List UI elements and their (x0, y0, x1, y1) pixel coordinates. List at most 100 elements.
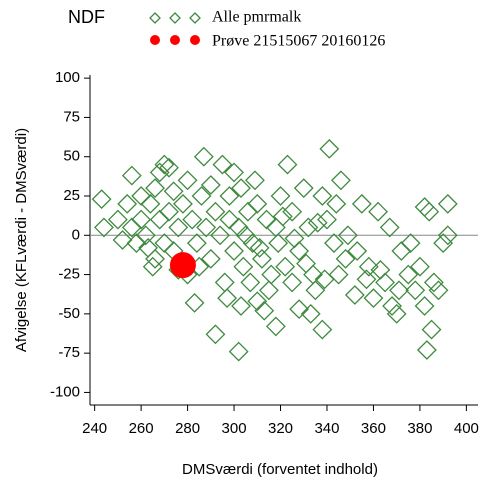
point (214, 272, 235, 293)
point (135, 225, 156, 246)
point (131, 209, 152, 230)
point (300, 303, 321, 324)
point (275, 256, 296, 277)
point (312, 186, 333, 206)
point (235, 225, 256, 246)
point (344, 285, 365, 305)
point (312, 319, 333, 340)
point (233, 256, 254, 277)
point (159, 201, 179, 222)
chart-title: NDF (68, 7, 105, 27)
point (296, 253, 316, 274)
y-tick-label: -50 (58, 305, 80, 322)
point (224, 241, 244, 261)
point (245, 170, 265, 191)
point (173, 193, 193, 214)
point (375, 272, 395, 293)
point (228, 341, 249, 362)
point (356, 269, 377, 290)
legend-symbol (170, 35, 180, 45)
point (379, 217, 400, 238)
point (305, 280, 326, 301)
point (252, 248, 272, 269)
point (284, 228, 305, 249)
point (307, 212, 328, 233)
point (268, 233, 289, 254)
point (91, 189, 112, 210)
point (249, 237, 270, 258)
point (293, 178, 314, 199)
point (391, 241, 412, 261)
point (386, 303, 407, 324)
point (140, 193, 161, 214)
point (317, 209, 337, 230)
point (149, 209, 170, 230)
point (282, 272, 303, 293)
x-tick-label: 300 (222, 420, 247, 437)
legend-label: Prøve 21515067 20160126 (212, 33, 385, 50)
point (405, 280, 426, 301)
point (177, 170, 198, 191)
point (256, 209, 277, 230)
point (247, 291, 268, 312)
x-axis-label: DMSværdi (forventet indhold) (182, 461, 378, 478)
point (154, 233, 175, 254)
point (159, 157, 179, 178)
point (389, 280, 409, 301)
point (277, 154, 298, 175)
point (219, 186, 240, 206)
point (163, 181, 184, 202)
point (414, 296, 435, 316)
x-tick-label: 340 (314, 420, 339, 437)
point (370, 259, 391, 280)
point (219, 209, 240, 230)
point (121, 165, 142, 186)
x-tick-label: 380 (407, 420, 432, 437)
point (193, 146, 214, 167)
point (131, 186, 152, 206)
point (212, 154, 233, 175)
y-tick-label: -25 (58, 266, 80, 283)
point (112, 230, 133, 250)
x-tick-label: 400 (454, 420, 479, 437)
point (282, 201, 303, 222)
sample-point (169, 252, 196, 279)
point (258, 280, 279, 301)
point (145, 178, 165, 199)
point (272, 206, 293, 227)
point (254, 300, 275, 321)
point (210, 225, 231, 246)
point (121, 217, 142, 238)
point (231, 178, 251, 199)
x-tick-label: 260 (129, 420, 154, 437)
point (186, 233, 207, 254)
point (326, 193, 347, 214)
point (324, 233, 344, 254)
x-tick-label: 360 (361, 420, 386, 437)
point (265, 316, 286, 337)
point (437, 193, 458, 214)
point (205, 201, 226, 222)
point (191, 186, 212, 206)
point (224, 162, 244, 183)
point (331, 170, 351, 191)
point (347, 241, 368, 261)
point (382, 296, 402, 316)
point (428, 280, 449, 301)
point (351, 193, 372, 214)
point (437, 225, 458, 246)
point (433, 233, 454, 254)
y-axis-label: Afvigelse (KFLværdi - DMSværdi) (13, 128, 30, 352)
point (117, 193, 138, 214)
point (184, 292, 205, 313)
point (145, 248, 165, 269)
legend-symbol (150, 35, 160, 45)
point (298, 217, 319, 238)
x-tick-label: 240 (82, 420, 107, 437)
point (240, 272, 261, 293)
point (107, 209, 128, 230)
point (416, 340, 437, 360)
legend-label: Alle pmrmalk (212, 9, 301, 26)
point (289, 241, 310, 261)
